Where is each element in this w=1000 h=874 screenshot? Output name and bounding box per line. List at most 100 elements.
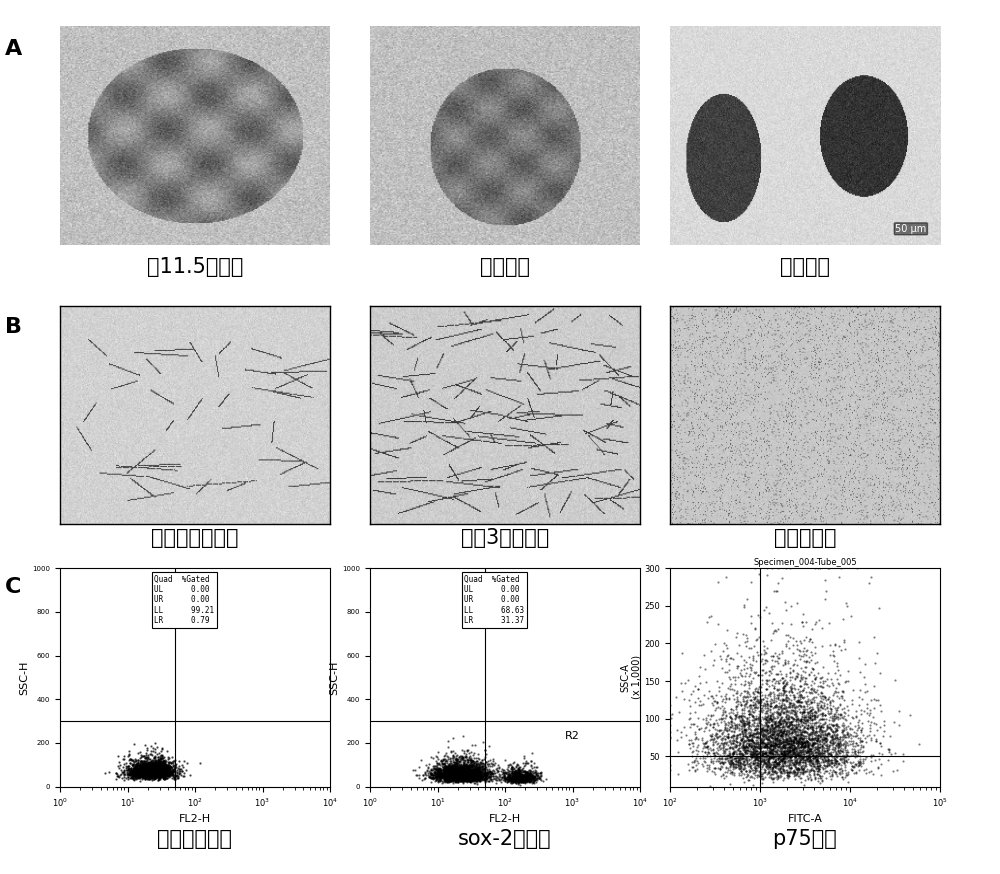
Point — [464, 763, 480, 777]
Point — [789, 742, 805, 756]
Point — [503, 775, 519, 789]
Point — [156, 766, 172, 780]
Point — [452, 773, 468, 787]
Point — [826, 753, 842, 767]
Point — [736, 703, 752, 717]
Point — [785, 743, 801, 757]
Point — [764, 723, 780, 737]
Point — [791, 688, 807, 702]
Point — [837, 642, 853, 656]
Point — [467, 771, 483, 785]
Point — [127, 767, 143, 781]
Point — [776, 704, 792, 718]
Point — [782, 763, 798, 777]
Point — [150, 771, 166, 785]
Point — [687, 695, 703, 709]
Point — [819, 756, 835, 770]
Point — [459, 763, 475, 777]
Point — [157, 764, 173, 778]
Point — [510, 775, 526, 789]
Point — [519, 767, 535, 781]
Point — [799, 697, 815, 711]
Point — [454, 766, 470, 780]
Point — [822, 754, 838, 768]
Point — [807, 732, 823, 746]
Point — [141, 767, 157, 781]
Point — [752, 757, 768, 771]
Point — [149, 769, 165, 783]
Point — [739, 753, 755, 767]
Point — [760, 730, 776, 744]
Point — [461, 766, 477, 780]
Point — [150, 766, 166, 780]
Point — [764, 746, 780, 760]
Point — [435, 766, 451, 780]
Point — [823, 756, 839, 770]
Point — [146, 760, 162, 774]
Point — [150, 759, 166, 773]
Point — [836, 728, 852, 742]
Point — [832, 734, 848, 748]
Point — [793, 712, 809, 726]
Point — [777, 750, 793, 764]
Point — [425, 771, 441, 785]
Point — [736, 743, 752, 757]
Point — [804, 719, 820, 733]
Point — [792, 755, 808, 769]
Point — [156, 770, 172, 784]
Point — [812, 769, 828, 783]
Point — [150, 760, 166, 774]
Point — [515, 774, 531, 788]
Point — [810, 744, 826, 758]
Point — [724, 765, 740, 779]
Point — [468, 766, 484, 780]
Point — [697, 745, 713, 759]
Point — [814, 735, 830, 749]
Point — [835, 718, 851, 732]
Point — [776, 712, 792, 726]
Point — [442, 765, 458, 779]
Point — [507, 775, 523, 789]
Point — [825, 688, 841, 702]
Point — [465, 765, 481, 779]
Point — [787, 725, 803, 739]
Point — [505, 772, 521, 786]
Point — [726, 768, 742, 782]
Point — [454, 769, 470, 783]
Point — [822, 705, 838, 719]
Point — [720, 718, 736, 732]
Point — [681, 711, 697, 725]
Point — [768, 732, 784, 746]
Point — [755, 721, 771, 735]
Point — [153, 768, 169, 782]
Point — [758, 750, 774, 764]
Point — [772, 754, 788, 768]
Point — [506, 771, 522, 785]
Point — [141, 764, 157, 778]
Point — [160, 764, 176, 778]
Point — [148, 766, 164, 780]
Point — [472, 773, 488, 787]
Point — [149, 769, 165, 783]
Point — [136, 749, 152, 763]
Point — [148, 763, 164, 777]
Point — [775, 734, 791, 748]
Point — [852, 752, 868, 766]
Point — [447, 763, 463, 777]
Point — [161, 760, 177, 774]
Point — [445, 764, 461, 778]
Point — [515, 769, 531, 783]
Point — [789, 728, 805, 742]
Point — [130, 763, 146, 777]
Point — [787, 731, 803, 745]
Point — [789, 736, 805, 750]
Point — [737, 674, 753, 688]
Point — [523, 767, 539, 781]
Point — [496, 767, 512, 781]
Point — [478, 769, 494, 783]
Point — [809, 759, 825, 773]
Point — [686, 717, 702, 731]
Point — [436, 756, 452, 770]
Point — [835, 752, 851, 766]
Point — [811, 762, 827, 776]
